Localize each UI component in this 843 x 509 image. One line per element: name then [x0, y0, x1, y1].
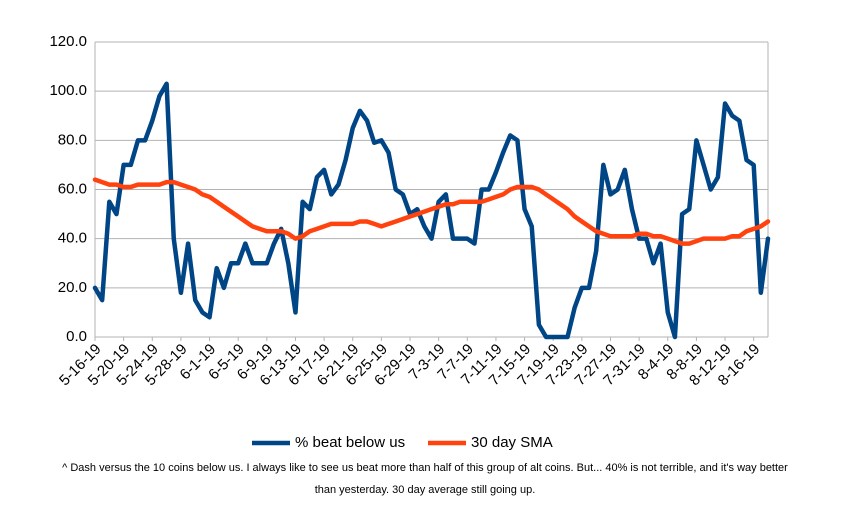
legend-label: % beat below us	[295, 434, 405, 451]
legend-label: 30 day SMA	[471, 434, 553, 451]
y-tick-label: 80.0	[58, 131, 87, 148]
series-line	[92, 81, 771, 340]
y-tick-label: 0.0	[66, 328, 87, 345]
y-tick-label: 100.0	[49, 82, 87, 99]
caption: than yesterday. 30 day average still goi…	[315, 484, 536, 496]
y-tick-label: 20.0	[58, 279, 87, 296]
y-tick-label: 120.0	[49, 33, 87, 50]
series-line	[92, 177, 771, 246]
y-tick-label: 60.0	[58, 180, 87, 197]
y-tick-label: 40.0	[58, 230, 87, 247]
caption: ^ Dash versus the 10 coins below us. I a…	[62, 462, 788, 474]
